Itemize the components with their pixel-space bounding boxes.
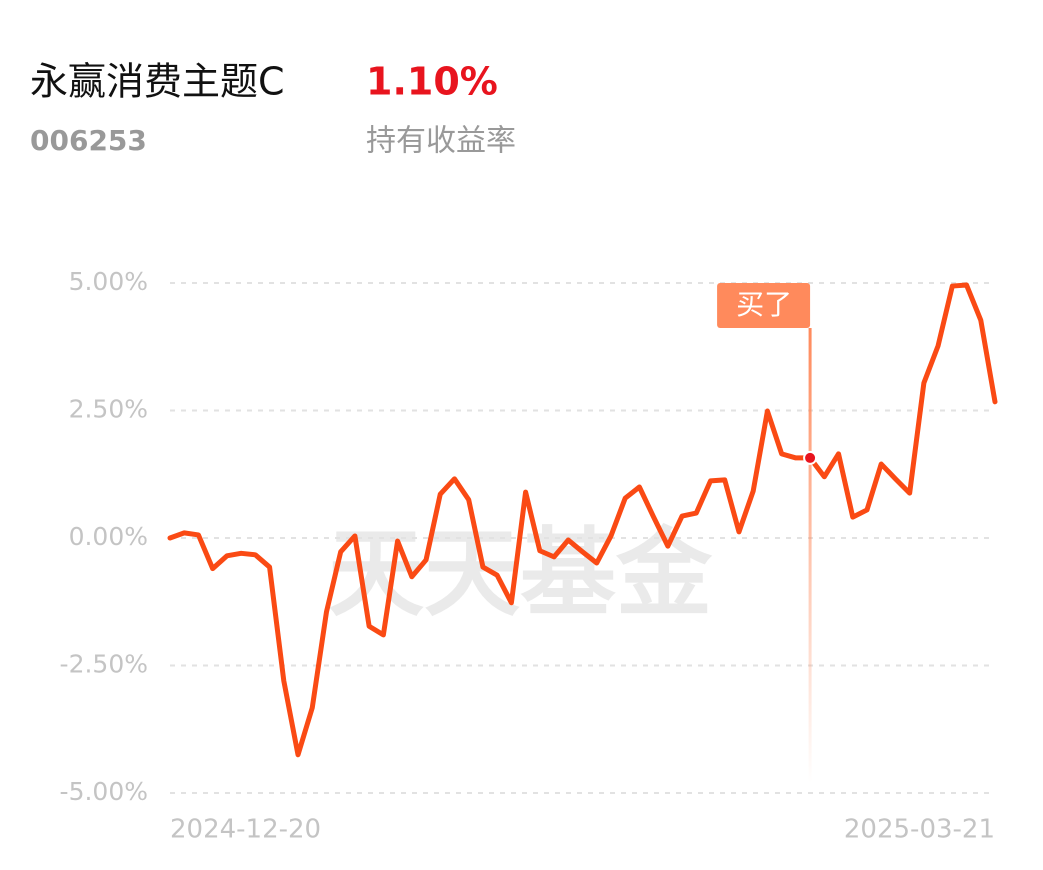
y-tick-label: 0.00%: [69, 522, 148, 551]
return-value: 1.10%: [366, 60, 498, 104]
x-tick-label: 2024-12-20: [170, 815, 321, 845]
y-tick-label: 5.00%: [69, 267, 148, 296]
buy-label: 买了: [736, 288, 792, 321]
fund-title: 永赢消费主题C: [30, 60, 285, 104]
y-tick-label: 2.50%: [69, 395, 148, 424]
return-label: 持有收益率: [366, 124, 516, 159]
x-tick-label: 2025-03-21: [844, 815, 995, 845]
buy-point: [803, 450, 818, 465]
y-tick-label: -5.00%: [60, 777, 148, 806]
line: [167, 282, 998, 758]
fund-code: 006253: [30, 124, 147, 157]
y-tick-label: -2.50%: [60, 650, 148, 679]
buy-line: [808, 328, 812, 783]
buy-label-box: [717, 283, 811, 328]
